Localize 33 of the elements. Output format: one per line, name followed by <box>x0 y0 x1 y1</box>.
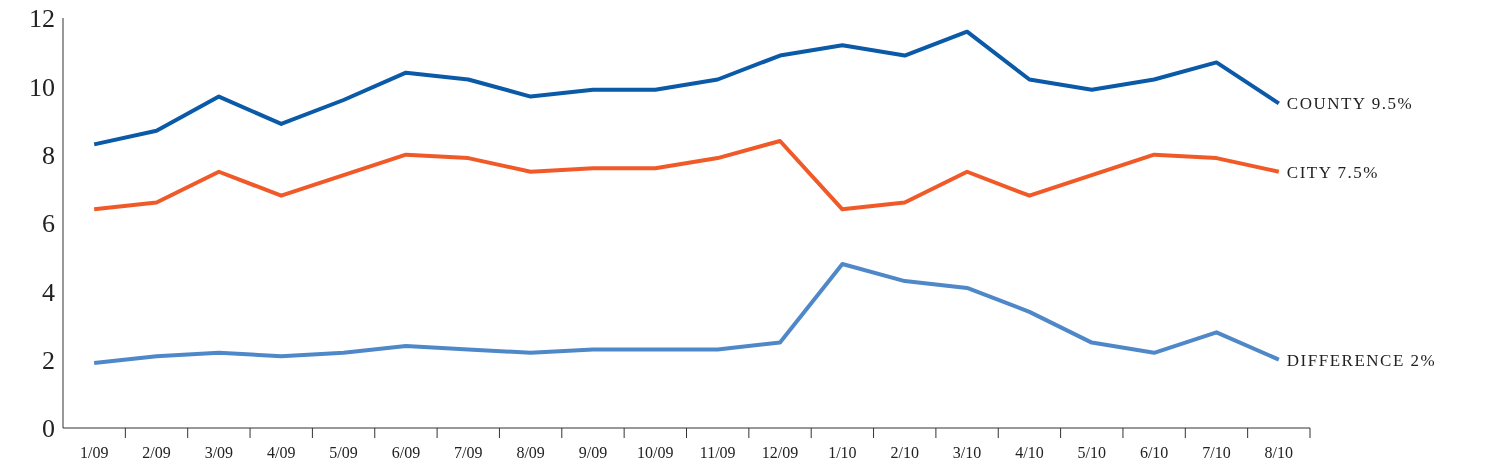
x-tick-label: 10/09 <box>637 444 674 461</box>
x-tick-label: 4/10 <box>1015 444 1044 461</box>
line-series <box>92 139 1281 212</box>
series-label: CITY 7.5% <box>1286 162 1380 182</box>
y-tick-label: 2 <box>42 345 55 375</box>
x-tick-label: 7/09 <box>454 444 483 461</box>
x-tick-label: 4/09 <box>267 444 296 461</box>
y-tick-label: 12 <box>29 4 55 34</box>
x-tick-label: 3/10 <box>952 444 982 461</box>
line-series <box>92 262 1281 366</box>
line-series <box>92 29 1281 147</box>
series-label: COUNTY 9.5% <box>1286 94 1414 114</box>
y-tick-label: 0 <box>42 414 55 444</box>
y-tick-label: 4 <box>42 277 55 307</box>
x-tick-label: 2/10 <box>890 444 919 461</box>
x-tick-label: 6/10 <box>1139 444 1169 461</box>
x-tick-label: 11/09 <box>699 444 736 461</box>
x-tick-label: 3/09 <box>204 444 234 461</box>
y-tick-label: 6 <box>42 209 55 239</box>
x-tick-label: 2/09 <box>142 444 171 461</box>
x-tick-label: 12/09 <box>761 444 799 461</box>
x-tick-label: 7/10 <box>1202 444 1231 461</box>
y-tick-label: 10 <box>29 72 55 102</box>
x-tick-label: 1/10 <box>828 444 857 461</box>
x-tick-label: 6/09 <box>391 444 421 461</box>
series-label: DIFFERENCE 2% <box>1286 350 1437 370</box>
y-tick-label: 8 <box>42 140 55 170</box>
x-tick-label: 5/10 <box>1077 444 1106 461</box>
x-tick-label: 5/09 <box>329 444 358 461</box>
x-tick-label: 8/09 <box>516 444 545 461</box>
x-tick-label: 1/09 <box>79 444 109 461</box>
x-tick-label: 8/10 <box>1264 444 1294 461</box>
x-tick-label: 9/09 <box>578 444 608 461</box>
